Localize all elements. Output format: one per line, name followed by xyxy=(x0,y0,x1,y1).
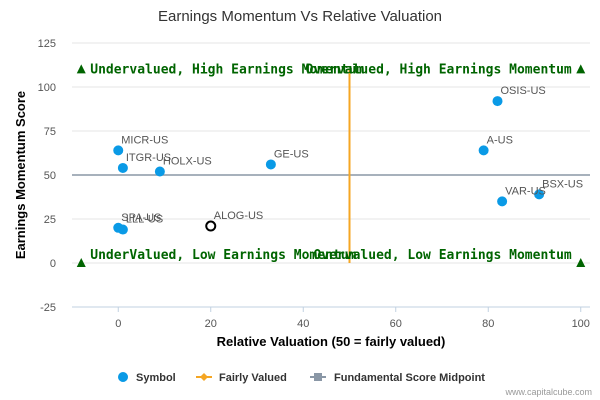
point-holx-us[interactable] xyxy=(154,166,165,177)
x-tick-label: 20 xyxy=(205,318,217,330)
quadrant-label-top-left: Undervalued, High Earnings Momentum xyxy=(90,62,364,77)
point-ge-us[interactable] xyxy=(265,159,276,170)
legend-symbol-diamond xyxy=(200,373,208,381)
corner-marker xyxy=(76,258,86,267)
point-label: A-US xyxy=(487,134,513,146)
corner-marker xyxy=(76,64,86,74)
x-tick-label: 80 xyxy=(482,318,494,330)
chart-title: Earnings Momentum Vs Relative Valuation xyxy=(158,8,442,25)
quadrant-label-bottom-right: Overvalued, Low Earnings Momentum xyxy=(313,248,571,263)
corner-marker xyxy=(576,258,586,267)
legend-symbol-dot xyxy=(118,372,128,382)
y-tick-label: 125 xyxy=(38,38,56,50)
point-label: MICR-US xyxy=(121,134,168,146)
y-tick-label: 50 xyxy=(44,170,56,182)
legend: Symbol Fairly Valued Fundamental Score Mid… xyxy=(118,372,485,384)
point-label: HOLX-US xyxy=(163,155,212,167)
legend-item-symbol[interactable]: Symbol xyxy=(118,372,176,384)
point-label: LLL-US xyxy=(126,214,163,226)
point-label: ITGR-US xyxy=(126,152,171,164)
corner-marker xyxy=(576,64,586,74)
point-a-us[interactable] xyxy=(478,145,489,156)
legend-label: Fairly Valued xyxy=(219,372,287,384)
quadrant-labels: Undervalued, High Earnings MomentumOverv… xyxy=(90,62,572,263)
axes: -25 0 25 50 75 100 125 0 20 40 60 80 100 xyxy=(38,38,590,330)
x-tick-label: 40 xyxy=(297,318,309,330)
legend-label: Fundamental Score Midpoint xyxy=(334,372,485,384)
x-tick-label: 60 xyxy=(390,318,402,330)
quadrant-label-top-right: Overvalued, High Earnings Momentum xyxy=(306,62,572,77)
point-label: BSX-US xyxy=(542,178,583,190)
quadrant-label-bottom-left: UnderValued, Low Earnings Momentum xyxy=(90,248,356,263)
point-var-us[interactable] xyxy=(497,196,508,207)
credit-text: www.capitalcube.com xyxy=(504,387,592,397)
y-tick-label: -25 xyxy=(40,302,56,314)
point-lll-us[interactable] xyxy=(117,224,128,235)
point-label: VAR-US xyxy=(505,185,546,197)
legend-item-fundamental-score-midpoint[interactable]: Fundamental Score Midpoint xyxy=(310,372,485,384)
y-tick-label: 0 xyxy=(50,258,56,270)
point-label: ALOG-US xyxy=(214,210,264,222)
legend-item-fairly-valued[interactable]: Fairly Valued xyxy=(196,372,287,384)
y-tick-label: 100 xyxy=(38,82,56,94)
x-tick-label: 0 xyxy=(115,318,121,330)
point-itgr-us[interactable] xyxy=(117,162,128,173)
legend-symbol-square xyxy=(314,373,322,381)
point-micr-us[interactable] xyxy=(113,145,124,156)
y-tick-label: 75 xyxy=(44,126,56,138)
point-label: SPA-US xyxy=(121,212,161,224)
x-tick-label: 100 xyxy=(572,318,590,330)
y-tick-label: 25 xyxy=(44,214,56,226)
point-bsx-us[interactable] xyxy=(534,189,545,200)
point-alog-us[interactable] xyxy=(205,220,217,232)
legend-label: Symbol xyxy=(136,372,176,384)
point-label: OSIS-US xyxy=(501,85,546,97)
y-axis-label: Earnings Momentum Score xyxy=(13,91,28,259)
x-axis-label: Relative Valuation (50 = fairly valued) xyxy=(217,334,446,349)
point-label: GE-US xyxy=(274,148,309,160)
point-osis-us[interactable] xyxy=(492,96,503,107)
